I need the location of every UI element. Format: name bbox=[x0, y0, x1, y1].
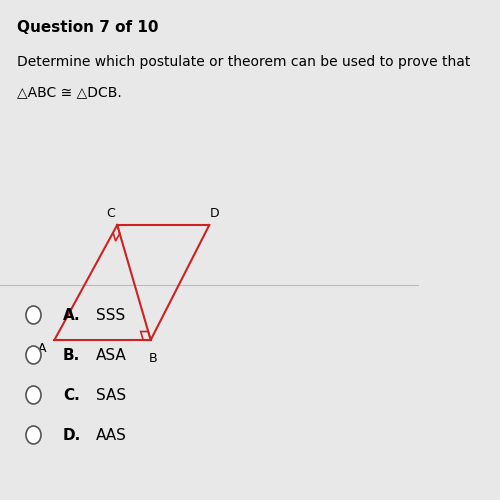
Text: Determine which postulate or theorem can be used to prove that: Determine which postulate or theorem can… bbox=[16, 55, 470, 69]
Text: D.: D. bbox=[63, 428, 81, 442]
Text: C.: C. bbox=[63, 388, 80, 402]
Text: D: D bbox=[210, 207, 219, 220]
Text: C: C bbox=[106, 207, 116, 220]
Text: SAS: SAS bbox=[96, 388, 126, 402]
Text: SSS: SSS bbox=[96, 308, 126, 322]
Text: △ABC ≅ △DCB.: △ABC ≅ △DCB. bbox=[16, 85, 122, 99]
Circle shape bbox=[26, 306, 41, 324]
Text: B: B bbox=[148, 352, 157, 366]
Circle shape bbox=[26, 346, 41, 364]
Text: A.: A. bbox=[63, 308, 80, 322]
Text: AAS: AAS bbox=[96, 428, 127, 442]
Text: A: A bbox=[38, 342, 46, 355]
Text: ASA: ASA bbox=[96, 348, 127, 362]
Text: Question 7 of 10: Question 7 of 10 bbox=[16, 20, 158, 35]
Circle shape bbox=[26, 426, 41, 444]
Text: B.: B. bbox=[63, 348, 80, 362]
Circle shape bbox=[26, 386, 41, 404]
